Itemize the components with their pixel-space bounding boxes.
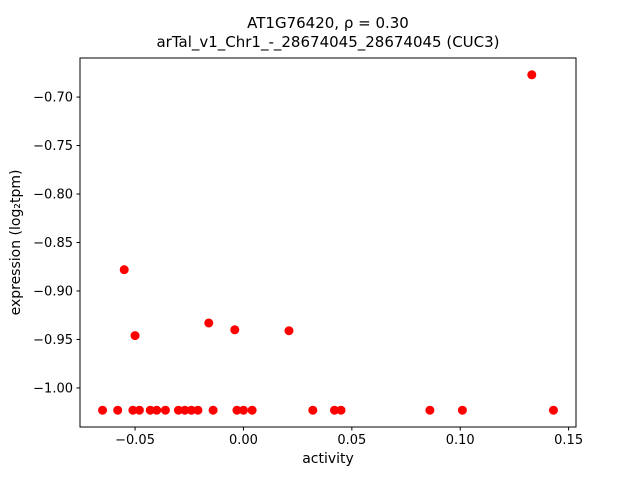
data-point [204, 318, 214, 328]
data-point [186, 405, 196, 415]
data-point [457, 405, 467, 415]
data-point [180, 405, 190, 415]
data-point [284, 326, 294, 336]
y-axis-label: expression (log₂tpm) [8, 170, 24, 316]
data-point [425, 405, 435, 415]
x-tick-label: 0.15 [554, 433, 583, 448]
x-tick-label: 0.10 [446, 433, 475, 448]
y-tick-label: −0.90 [33, 284, 73, 299]
chart-title-line2: arTal_v1_Chr1_-_28674045_28674045 (CUC3) [156, 33, 499, 52]
data-point [130, 331, 140, 341]
y-tick-label: −0.85 [33, 236, 73, 251]
data-point [548, 405, 558, 415]
x-tick-label: 0.05 [337, 433, 366, 448]
y-tick-label: −0.75 [33, 139, 73, 154]
data-point [247, 405, 257, 415]
axes-box [79, 57, 577, 428]
ticks-layer: −0.05 0.00 0.05 0.10 0.15 −0.70 −0.75 −0.80 −0.8… [33, 91, 583, 448]
y-tick-label: −0.95 [33, 333, 73, 348]
data-point [308, 405, 318, 415]
data-point [145, 405, 155, 415]
data-point [330, 405, 340, 415]
data-point [193, 405, 203, 415]
chart-title-line1: AT1G76420, ρ = 0.30 [247, 14, 409, 32]
data-point [160, 405, 170, 415]
y-tick-label: −0.70 [33, 91, 73, 106]
data-point [98, 405, 108, 415]
data-point [336, 405, 346, 415]
x-tick-label: 0.00 [229, 433, 258, 448]
data-point [113, 405, 123, 415]
data-point [134, 405, 144, 415]
y-tick-label: −1.00 [33, 381, 73, 396]
data-point [173, 405, 183, 415]
data-point [230, 325, 240, 335]
data-point [238, 405, 248, 415]
x-axis-label: activity [302, 451, 354, 467]
data-point [208, 405, 218, 415]
y-tick-label: −0.80 [33, 188, 73, 203]
data-point [119, 265, 129, 275]
data-point [152, 405, 162, 415]
data-point [128, 405, 138, 415]
data-point [232, 405, 242, 415]
x-tick-label: −0.05 [115, 433, 155, 448]
points-layer [98, 70, 558, 415]
data-point [527, 70, 537, 80]
